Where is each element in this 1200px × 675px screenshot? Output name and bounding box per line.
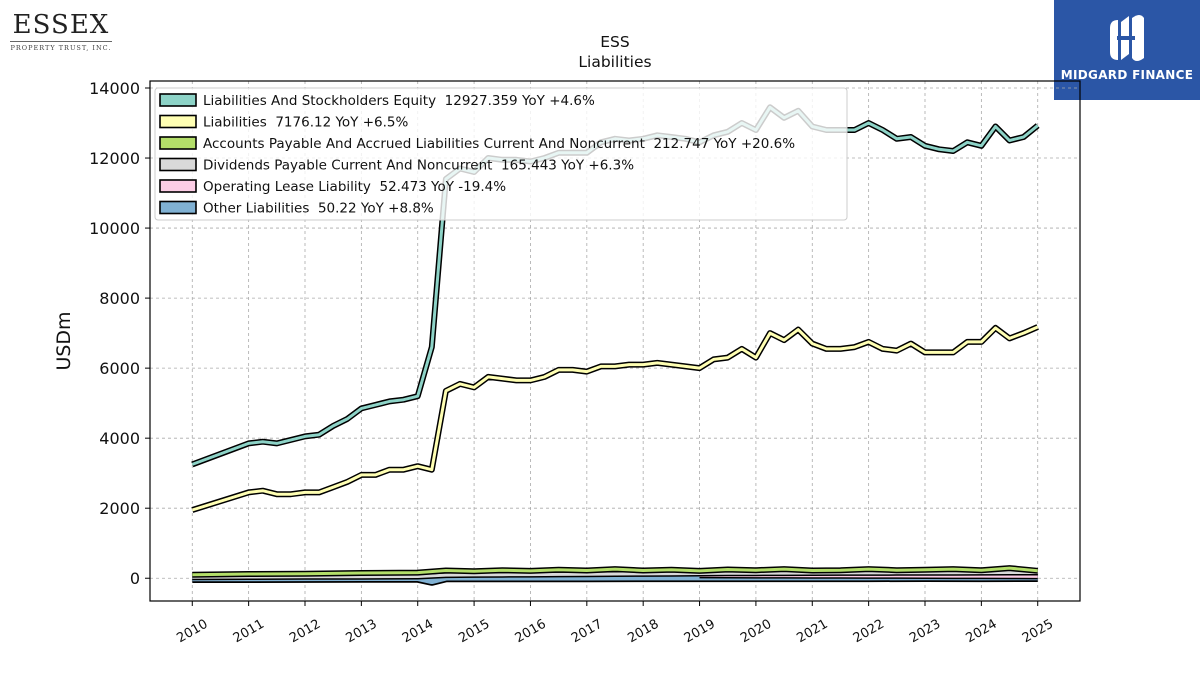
publisher-name: MIDGARD FINANCE	[1060, 68, 1194, 82]
x-tick-label: 2011	[231, 617, 267, 647]
legend-label: Other Liabilities 50.22 YoY +8.8%	[203, 201, 434, 217]
legend-item: Other Liabilities 50.22 YoY +8.8%	[159, 200, 434, 217]
y-axis-label: USDm	[53, 311, 75, 370]
y-axis: 0 2000 4000 6000 8000 10000 12000 14000	[89, 79, 150, 588]
x-tick-label: 2016	[513, 617, 549, 647]
company-logo: ESSEX PROPERTY TRUST, INC.	[6, 10, 116, 52]
legend-item: Dividends Payable Current And Noncurrent…	[159, 157, 634, 174]
x-tick-label: 2021	[794, 617, 830, 647]
x-tick-label: 2020	[738, 617, 774, 647]
legend-swatch	[159, 114, 197, 129]
x-tick-label: 2012	[287, 617, 323, 647]
legend-label: Liabilities And Stockholders Equity 1292…	[203, 93, 595, 109]
chart-subtitle: Liabilities	[578, 53, 652, 71]
legend-item: Accounts Payable And Accrued Liabilities…	[159, 136, 795, 152]
legend-swatch	[159, 200, 197, 215]
legend-label: Dividends Payable Current And Noncurrent…	[203, 158, 634, 174]
x-tick-label: 2025	[1020, 617, 1056, 647]
x-tick-label: 2013	[344, 617, 380, 647]
legend-label: Accounts Payable And Accrued Liabilities…	[203, 136, 795, 152]
x-tick-label: 2015	[456, 617, 492, 647]
plot-frame	[149, 80, 1081, 602]
y-tick-label: 2000	[99, 499, 140, 518]
legend-swatch	[159, 179, 197, 193]
y-tick-label: 14000	[89, 79, 140, 98]
legend-label: Operating Lease Liability 52.473 YoY -19…	[203, 179, 506, 195]
x-tick-label: 2017	[569, 617, 605, 647]
legend-label: Liabilities 7176.12 YoY +6.5%	[203, 115, 408, 131]
y-tick-label: 10000	[89, 219, 140, 238]
x-tick-label: 2022	[851, 617, 887, 647]
x-axis: 2010 2011 2012 2013 2014 2015 2016 2017 2018 2019…	[174, 601, 1056, 646]
y-tick-label: 12000	[89, 149, 140, 168]
x-tick-label: 2010	[174, 617, 210, 647]
series-layer	[191, 104, 1040, 586]
legend-item: Operating Lease Liability 52.473 YoY -19…	[159, 179, 506, 195]
x-tick-label: 2014	[400, 617, 436, 647]
series-accounts-payable-and-accrued-liabilities-current-and-noncurrent	[192, 565, 1038, 578]
y-tick-label: 0	[130, 569, 140, 588]
x-tick-label: 2023	[907, 617, 943, 647]
legend: Liabilities And Stockholders Equity 1292…	[154, 87, 848, 221]
legend-box	[154, 87, 848, 221]
legend-swatch	[159, 136, 197, 150]
publisher-mark-icon	[1110, 15, 1144, 61]
y-tick-label: 4000	[99, 429, 140, 448]
series-line	[191, 325, 1039, 512]
legend-item: Liabilities And Stockholders Equity 1292…	[159, 93, 595, 109]
chart-titles: ESS Liabilities	[515, 32, 715, 72]
company-name: ESSEX	[12, 10, 110, 40]
x-tick-label: 2019	[682, 617, 718, 647]
x-tick-label: 2024	[964, 617, 1000, 647]
legend-swatch	[159, 93, 197, 107]
company-subtitle: PROPERTY TRUST, INC.	[10, 44, 112, 52]
legend-swatch	[159, 157, 197, 172]
y-tick-label: 6000	[99, 359, 140, 378]
publisher-logo: MIDGARD FINANCE	[1054, 0, 1200, 100]
series-outline	[191, 324, 1039, 513]
series-liabilities	[191, 324, 1039, 513]
y-tick-label: 8000	[99, 289, 140, 308]
logo-rule	[10, 41, 112, 42]
x-tick-label: 2018	[625, 617, 661, 647]
legend-item: Liabilities 7176.12 YoY +6.5%	[159, 114, 408, 131]
chart-title: ESS	[600, 33, 630, 51]
series-line	[192, 566, 1038, 577]
